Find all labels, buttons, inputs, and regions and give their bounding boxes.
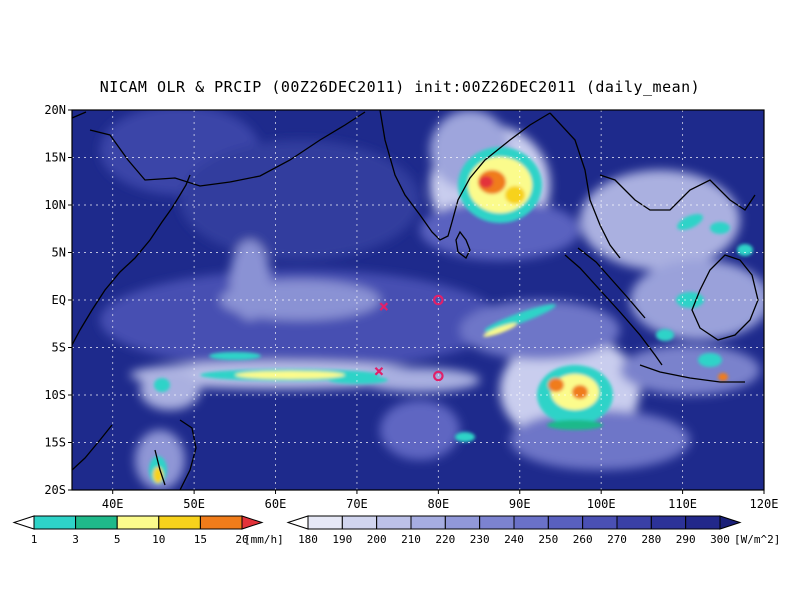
colorbar-label: 3 [72,533,79,546]
colorbar-label: 5 [114,533,121,546]
storm-cross-marker [374,366,384,376]
storm-circle-marker [433,370,444,382]
colorbar-label: 220 [435,533,455,546]
colorbar-label: 230 [470,533,490,546]
colorbar-cell [410,515,446,530]
colorbar-label: 240 [504,533,524,546]
colorbar-cell [116,515,160,530]
colorbar-label: 280 [641,533,661,546]
lat-lon-grid [72,110,764,490]
colorbar-label: 1 [31,533,38,546]
colorbar-cell [685,515,721,530]
lat-tick-label: 20S [44,483,66,497]
lon-tick-label: 60E [265,497,287,511]
colorbar-label: 290 [676,533,696,546]
colorbar-cell [12,515,35,530]
colorbar-cell [616,515,652,530]
colorbar-cell [376,515,412,530]
lat-tick-label: EQ [52,293,66,307]
storm-circle-marker [433,294,444,306]
colorbar-label: 20 [235,533,248,546]
olr-colorbar: 180 190 200 210 220 230 240 250 260 270 280 290 300 [… [286,515,780,546]
lon-tick-label: 110E [668,497,697,511]
colorbar-cell [33,515,77,530]
precip-field [149,147,753,484]
lon-tick-label: 90E [509,497,531,511]
colorbar-cell [513,515,549,530]
colorbar-cell [241,515,264,530]
colorbar-label: 10 [152,533,165,546]
colorbar-cell [199,515,243,530]
lat-tick-label: 5N [52,246,66,260]
lon-tick-label: 50E [183,497,205,511]
colorbar-cell [479,515,515,530]
lat-tick-label: 10S [44,388,66,402]
map-title: NICAM OLR & PRCIP (00Z26DEC2011) init:00… [99,78,701,96]
colorbar-label: 250 [538,533,558,546]
lon-tick-label: 70E [346,497,368,511]
colorbar-cell [286,515,309,530]
colorbar-label: 200 [367,533,387,546]
lat-tick-label: 5S [52,341,66,355]
colorbar-label: 210 [401,533,421,546]
lon-tick-label: 40E [102,497,124,511]
colorbar-cell [75,515,118,530]
axes: 40E 50E 60E 70E 80E 90E 100E 110E 120E 20N 15N 10N 5… [44,103,778,511]
lon-tick-label: 80E [428,497,450,511]
lat-tick-label: 10N [44,198,66,212]
colorbar-cell [582,515,618,530]
colorbar-unit: [W/m^2] [734,533,780,546]
lon-tick-label: 100E [587,497,616,511]
colorbar-label: 190 [332,533,352,546]
lat-tick-label: 15N [44,151,66,165]
lon-tick-label: 120E [750,497,779,511]
colorbar-cell [341,515,378,530]
colorbar-label: 260 [573,533,593,546]
colorbar-cell [307,515,343,530]
precip-colorbar: 1 3 5 10 15 20[mm/h] [12,515,284,546]
storm-cross-marker [379,302,389,311]
colorbar-unit: [mm/h] [244,533,284,546]
colorbar-label: 180 [298,533,318,546]
colorbar-cell [547,515,584,530]
coastlines [72,110,759,490]
lat-tick-label: 20N [44,103,66,117]
lat-tick-label: 15S [44,436,66,450]
colorbar-label: 270 [607,533,627,546]
colorbar-label: 300 [710,533,730,546]
colorbar-cell [650,515,687,530]
colorbar-cell [444,515,481,530]
colorbar-label: 15 [194,533,207,546]
track-markers [374,294,444,382]
colorbar-cell [158,515,201,530]
colorbar-cell [719,515,742,530]
